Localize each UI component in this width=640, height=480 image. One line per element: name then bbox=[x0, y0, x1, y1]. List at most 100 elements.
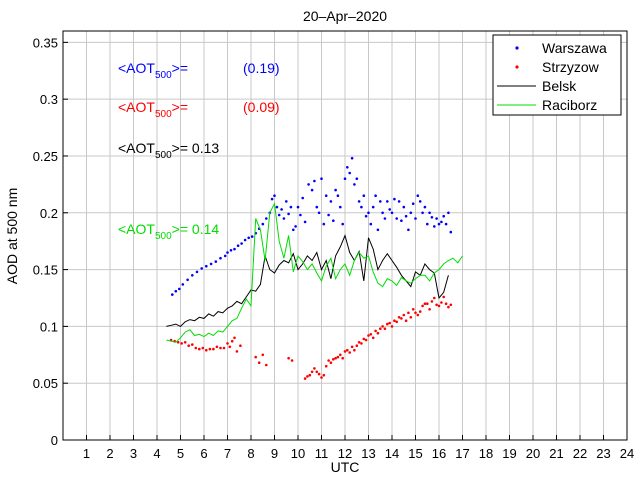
x-tick-label: 24 bbox=[620, 446, 634, 461]
point-strzyzow bbox=[336, 355, 340, 359]
point-strzyzow bbox=[383, 327, 387, 331]
point-strzyzow bbox=[440, 301, 443, 304]
x-tick-label: 12 bbox=[338, 446, 352, 461]
point-warszawa bbox=[334, 188, 337, 192]
point-warszawa bbox=[178, 287, 181, 291]
point-warszawa bbox=[379, 200, 382, 203]
x-tick-label: 23 bbox=[596, 446, 610, 461]
point-strzyzow bbox=[360, 342, 363, 345]
point-warszawa bbox=[362, 194, 366, 197]
point-strzyzow bbox=[353, 348, 356, 352]
point-strzyzow bbox=[374, 329, 377, 333]
point-strzyzow bbox=[437, 304, 441, 308]
point-warszawa bbox=[310, 188, 314, 192]
point-strzyzow bbox=[404, 319, 408, 323]
point-strzyzow bbox=[379, 327, 382, 331]
point-strzyzow bbox=[362, 337, 366, 341]
point-warszawa bbox=[289, 205, 293, 209]
point-strzyzow bbox=[348, 351, 352, 354]
point-strzyzow bbox=[317, 372, 321, 376]
point-strzyzow bbox=[402, 313, 406, 317]
point-warszawa bbox=[409, 211, 413, 215]
point-strzyzow bbox=[205, 348, 208, 352]
x-tick-label: 16 bbox=[432, 446, 446, 461]
point-warszawa bbox=[402, 205, 406, 209]
point-strzyzow bbox=[411, 308, 415, 311]
x-tick-label: 14 bbox=[385, 446, 399, 461]
point-warszawa bbox=[317, 211, 321, 215]
x-tick-label: 21 bbox=[549, 446, 563, 461]
y-tick-label: 0.05 bbox=[33, 376, 58, 391]
point-warszawa bbox=[181, 283, 185, 286]
point-warszawa bbox=[265, 217, 268, 220]
x-axis: 1 2 3 4 5 6 7 8 9 10 11 12 13 14 15 16 17 18 19 20 21 22 23 24 bbox=[83, 435, 634, 461]
x-tick-label: 6 bbox=[200, 446, 207, 461]
point-warszawa bbox=[393, 197, 396, 201]
x-axis-label: UTC bbox=[331, 459, 360, 475]
point-warszawa bbox=[371, 205, 375, 209]
point-strzyzow bbox=[418, 310, 422, 313]
point-warszawa bbox=[414, 217, 417, 220]
point-strzyzow bbox=[287, 356, 290, 360]
legend-box bbox=[492, 34, 622, 116]
point-strzyzow bbox=[343, 350, 347, 353]
point-warszawa bbox=[287, 212, 290, 216]
ann-raciborz: <AOT500>= 0.14 bbox=[118, 221, 219, 242]
point-warszawa bbox=[421, 211, 424, 215]
annotation-value: (0.19) bbox=[243, 60, 280, 76]
point-strzyzow bbox=[222, 346, 226, 350]
point-warszawa bbox=[229, 249, 233, 252]
point-strzyzow bbox=[324, 364, 328, 368]
point-warszawa bbox=[339, 205, 342, 209]
point-strzyzow bbox=[194, 346, 198, 350]
series-line-raciborz bbox=[166, 202, 463, 343]
point-warszawa bbox=[353, 183, 356, 186]
point-strzyzow bbox=[191, 343, 194, 346]
x-tick-label: 13 bbox=[361, 446, 375, 461]
chart-title: 20–Apr–2020 bbox=[303, 8, 387, 24]
point-warszawa bbox=[374, 194, 377, 197]
point-strzyzow bbox=[376, 331, 380, 335]
point-strzyzow bbox=[180, 342, 183, 345]
y-axis: 0 0.05 0.1 0.15 0.2 0.25 0.3 0.35 bbox=[33, 35, 68, 448]
point-strzyzow bbox=[320, 376, 323, 379]
point-strzyzow bbox=[367, 334, 370, 337]
point-strzyzow bbox=[257, 361, 261, 365]
point-strzyzow bbox=[226, 342, 229, 345]
point-strzyzow bbox=[442, 295, 446, 299]
x-tick-label: 11 bbox=[315, 446, 329, 461]
point-strzyzow bbox=[449, 303, 453, 307]
point-strzyzow bbox=[308, 373, 312, 377]
y-tick-label: 0.1 bbox=[40, 319, 58, 334]
legend-swatch-warszawa bbox=[515, 46, 519, 50]
legend-swatch-strzyzow bbox=[515, 65, 519, 69]
point-warszawa bbox=[223, 254, 227, 258]
x-tick-label: 15 bbox=[408, 446, 422, 461]
point-strzyzow bbox=[414, 311, 417, 315]
point-strzyzow bbox=[350, 345, 354, 349]
series-belsk bbox=[166, 233, 449, 328]
point-warszawa bbox=[381, 211, 384, 215]
point-warszawa bbox=[386, 200, 389, 203]
point-warszawa bbox=[195, 270, 199, 274]
point-warszawa bbox=[292, 228, 295, 232]
point-strzyzow bbox=[235, 350, 239, 353]
x-tick-label: 19 bbox=[502, 446, 516, 461]
point-warszawa bbox=[243, 238, 247, 242]
point-warszawa bbox=[383, 217, 387, 220]
annotation-label: <AOT500>= 0.14 bbox=[118, 221, 219, 242]
point-warszawa bbox=[388, 208, 392, 211]
point-warszawa bbox=[299, 213, 302, 217]
point-warszawa bbox=[404, 214, 408, 218]
y-tick-label: 0.3 bbox=[40, 92, 58, 107]
point-warszawa bbox=[285, 200, 288, 203]
ann-strzyzow: <AOT500>= (0.09) bbox=[118, 99, 280, 120]
point-strzyzow bbox=[329, 361, 333, 365]
point-strzyzow bbox=[355, 344, 359, 348]
point-warszawa bbox=[360, 205, 363, 209]
point-strzyzow bbox=[369, 333, 373, 336]
point-warszawa bbox=[416, 194, 420, 197]
point-strzyzow bbox=[198, 347, 201, 351]
point-strzyzow bbox=[357, 341, 361, 344]
point-strzyzow bbox=[313, 367, 316, 370]
